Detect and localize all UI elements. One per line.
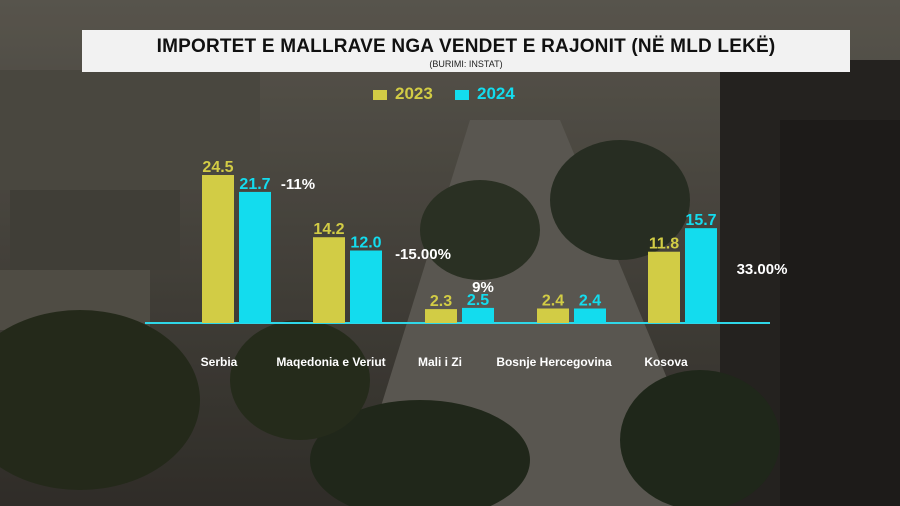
change-label-2: 9% [472,279,494,296]
bar-2023-4 [648,251,680,323]
category-label-3: Bosnje Hercegovina [496,355,612,369]
data-label-2023-3: 2.4 [542,293,564,310]
data-label-2023-1: 14.2 [313,221,344,238]
bar-2023-2 [425,309,457,323]
chart-title: IMPORTET E MALLRAVE NGA VENDET E RAJONIT… [156,36,776,57]
bar-2024-1 [350,250,382,323]
data-label-2024-4: 15.7 [685,212,716,229]
chart-subtitle: (BURIMI: INSTAT) [429,59,503,69]
category-label-1: Maqedonia e Veriut [276,355,385,369]
data-label-2024-2: 2.5 [467,292,489,309]
bar-2023-0 [202,175,234,323]
legend-label-2023: 2023 [395,84,433,103]
category-label-4: Kosova [644,355,688,369]
data-label-2024-1: 12.0 [350,235,381,252]
bar-2023-1 [313,237,345,323]
change-label-0: -11% [281,176,315,193]
data-label-2024-3: 2.4 [579,293,601,310]
legend-swatch-2024 [455,90,469,100]
title-box: IMPORTET E MALLRAVE NGA VENDET E RAJONIT… [82,30,850,72]
category-label-2: Mali i Zi [418,355,462,369]
bar-2024-3 [574,308,606,323]
data-label-2023-4: 11.8 [649,236,679,253]
bar-2024-2 [462,307,494,323]
legend-swatch-2023 [373,90,387,100]
data-label-2023-0: 24.5 [202,159,233,176]
change-label-4: 33.00% [737,261,788,278]
legend-label-2024: 2024 [477,84,515,103]
bar-2024-0 [239,191,271,323]
change-label-1: -15.00% [395,246,451,263]
category-label-0: Serbia [201,355,238,369]
bar-2023-3 [537,308,569,323]
bar-2024-4 [685,228,717,323]
data-label-2024-0: 21.7 [239,176,270,193]
data-label-2023-2: 2.3 [430,293,452,310]
